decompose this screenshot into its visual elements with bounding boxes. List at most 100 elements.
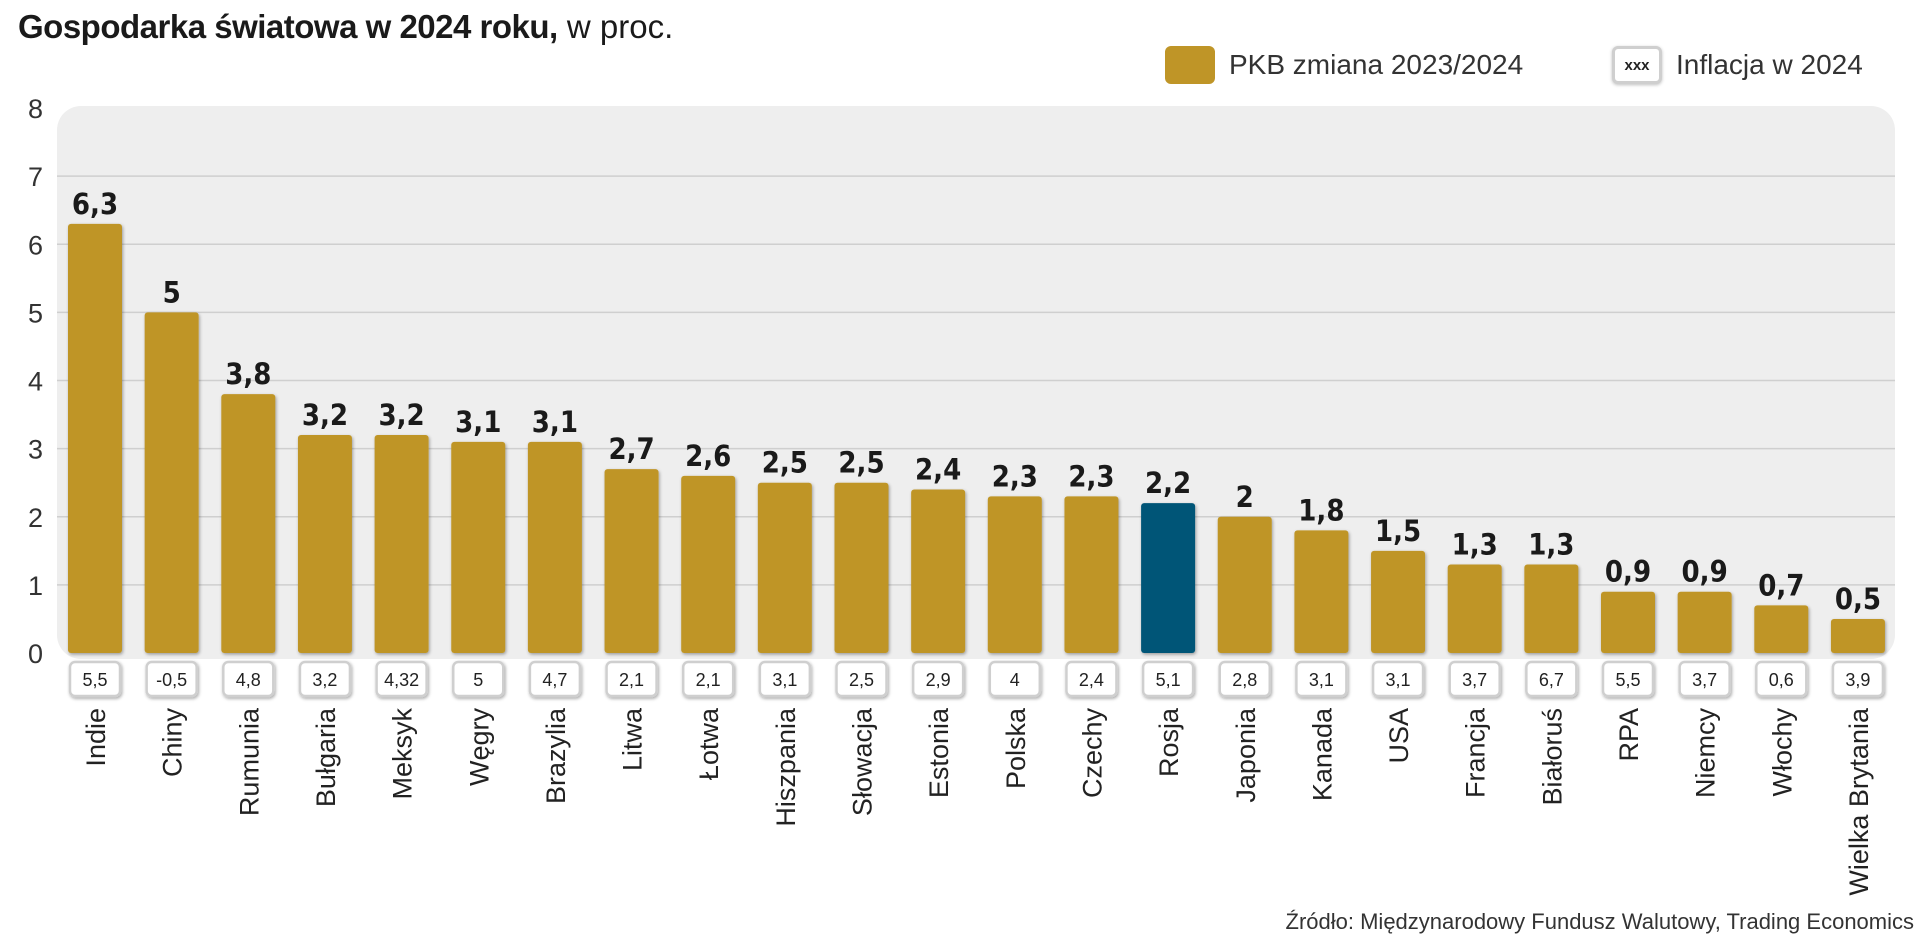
inflation-value-label: 5,5 [82,670,107,690]
title-unit: w proc. [557,8,674,45]
gdp-value-label: 2,7 [608,432,654,466]
category-label: Litwa [618,707,648,771]
inflation-box [1448,660,1501,698]
inflation-value-label: 0,6 [1769,670,1794,690]
inflation-value-label: -0,5 [156,670,187,690]
bar-hiszpania [757,482,812,653]
bar-czechy [1064,496,1119,653]
inflation-value-label: 2,5 [849,670,874,690]
bar-polska [987,496,1042,653]
inflation-value-label: 2,4 [1079,670,1104,690]
bar-indie [68,223,122,653]
inflation-value-label: 2,1 [619,670,644,690]
category-label: Meksyk [388,708,418,800]
category-label: Polska [1001,707,1031,789]
inflation-box [1371,660,1425,698]
bar-japonia [1217,516,1272,653]
legend-gdp-label: PKB zmiana 2023/2024 [1229,49,1524,80]
category-label: Węgry [464,708,494,787]
inflation-box [222,660,275,698]
category-label: Włochy [1767,708,1797,797]
inflation-box [1525,660,1578,698]
inflation-value-label: 3,2 [312,670,337,690]
gdp-value-label: 6,3 [72,187,118,221]
category-label: Kanada [1307,707,1337,801]
legend-inflation-label: Inflacja w 2024 [1676,49,1863,80]
category-label: Słowacja [848,707,878,816]
y-tick-label: 2 [28,503,43,533]
page-title: Gospodarka światowa w 2024 roku, w proc. [18,8,673,46]
y-tick-label: 5 [28,298,43,328]
category-label: Wielka Brytania [1844,707,1874,896]
inflation-value-label: 3,7 [1462,670,1487,690]
inflation-box [375,660,428,698]
bar-kanada [1294,530,1349,653]
inflation-box [1678,660,1731,698]
gdp-value-label: 2,5 [762,446,808,480]
inflation-value-label: 3,7 [1692,670,1717,690]
category-label: Estonia [924,707,954,798]
legend-gdp: PKB zmiana 2023/2024 [1165,42,1523,88]
gdp-value-label: 2,3 [1068,459,1114,493]
gdp-value-label: 1,3 [1528,527,1574,561]
category-label: Indie [81,708,111,767]
inflation-box-icon: xxx [1612,46,1662,84]
bar-białoruś [1524,564,1579,653]
inflation-box [1295,660,1348,698]
bar-słowacja [834,482,889,653]
inflation-value-label: 5 [473,670,483,690]
inflation-box [758,660,812,698]
inflation-box [1065,660,1118,698]
gdp-value-label: 2,3 [992,459,1038,493]
gdp-value-label: 0,7 [1758,568,1804,602]
bar-rpa [1601,591,1655,653]
gdp-value-label: 1,8 [1298,493,1344,527]
inflation-value-label: 4,32 [384,670,419,690]
bar-chiny [144,312,199,653]
bar-estonia [911,489,966,653]
inflation-value-label: 6,7 [1539,670,1564,690]
bar-bułgaria [297,435,352,653]
gdp-value-label: 0,5 [1835,582,1881,616]
y-tick-label: 6 [28,230,43,260]
gdp-value-label: 3,1 [455,405,501,439]
gdp-value-label: 2,5 [838,446,884,480]
legend-inflation: xxx Inflacja w 2024 [1612,42,1863,88]
category-label: Czechy [1077,708,1107,799]
inflation-box [1141,660,1195,698]
inflation-box [68,660,122,698]
y-tick-label: 0 [28,639,43,669]
inflation-box [528,660,582,698]
inflation-value-label: 2,9 [926,670,951,690]
gdp-value-label: 0,9 [1605,555,1651,589]
gdp-value-label: 2,6 [685,439,731,473]
gdp-value-label: 0,9 [1682,555,1728,589]
bar-litwa [604,469,659,653]
gdp-value-label: 1,5 [1375,514,1421,548]
category-label: Francja [1461,707,1491,798]
inflation-box [911,660,965,698]
bar-rumunia [221,394,276,653]
inflation-value-label: 5,1 [1156,670,1181,690]
gdp-value-label: 1,3 [1452,527,1498,561]
y-tick-label: 3 [28,435,43,465]
y-tick-label: 1 [28,571,43,601]
category-label: Japonia [1231,707,1261,803]
bar-łotwa [681,475,736,653]
inflation-value-label: 3,1 [772,670,797,690]
bar-francja [1447,564,1502,653]
inflation-box [681,660,735,698]
category-label: Brazylia [541,707,571,804]
inflation-value-label: 3,9 [1845,670,1870,690]
y-tick-label: 8 [28,94,43,124]
inflation-box [988,660,1042,698]
bar-rosja [1141,503,1196,653]
gdp-value-label: 3,2 [302,398,348,432]
category-label: RPA [1614,708,1644,762]
inflation-box [452,660,505,698]
inflation-box [605,660,658,698]
category-label: Rosja [1154,707,1184,777]
gdp-value-label: 5 [163,275,181,309]
y-tick-label: 4 [28,367,43,397]
